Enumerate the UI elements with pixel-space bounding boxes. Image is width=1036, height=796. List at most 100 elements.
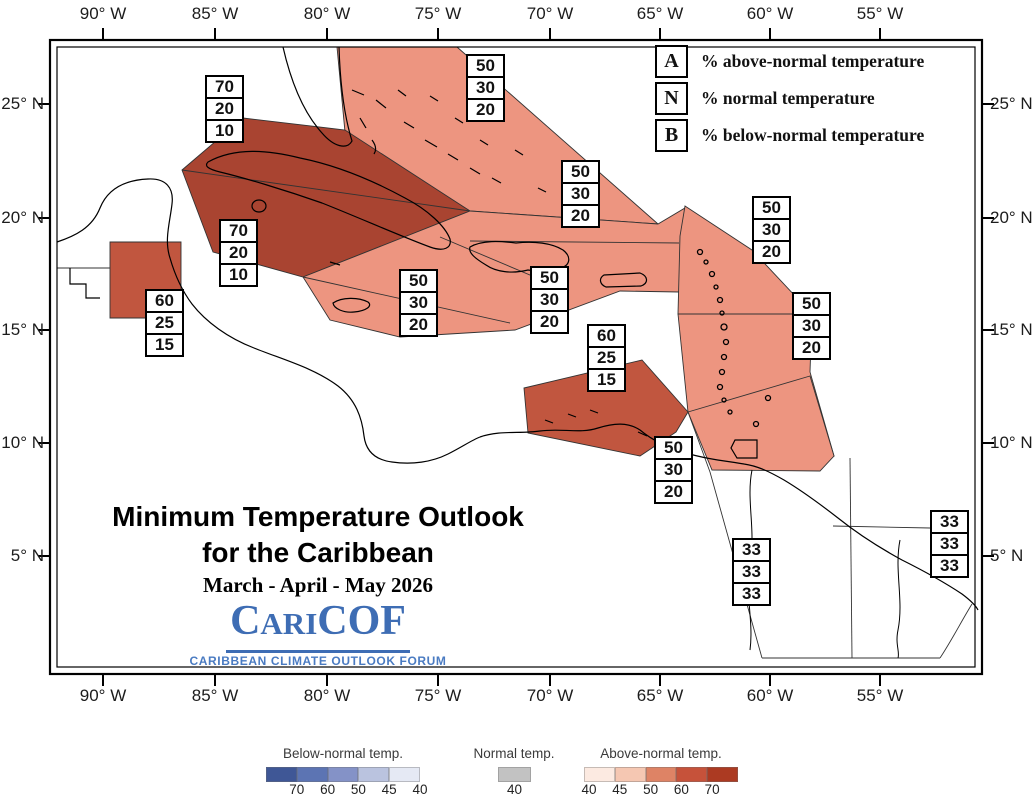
legend-row: B % below-normal temperature xyxy=(655,119,924,152)
colorbar-value: 50 xyxy=(643,782,659,796)
logo-part: COF xyxy=(317,598,406,644)
prob-box-bahamas: 50 30 20 xyxy=(466,54,505,122)
prob-value: 60 xyxy=(145,289,184,313)
map-title-line2: for the Caribbean xyxy=(202,537,434,568)
legend-label: % below-normal temperature xyxy=(701,125,925,145)
colorbar-group-label: Below-normal temp. xyxy=(282,746,404,761)
prob-value: 20 xyxy=(792,336,831,360)
lon-label-top: 80° W xyxy=(303,4,351,23)
lat-label-right: 25° N xyxy=(990,94,1033,113)
map-title-line1: Minimum Temperature Outlook xyxy=(112,501,524,532)
colorbar-cell xyxy=(389,767,420,782)
prob-box-eastern-cuba: 70 20 10 xyxy=(219,219,258,287)
lat-label-left: 10° N xyxy=(1,433,44,452)
coastline-cuba xyxy=(205,150,451,250)
anb-legend: A % above-normal temperature N % normal tem… xyxy=(655,45,924,156)
prob-value: 30 xyxy=(466,76,505,100)
prob-value: 50 xyxy=(752,196,791,220)
lon-label-bottom: 85° W xyxy=(191,686,239,705)
colorbar-value: 70 xyxy=(704,782,720,796)
map-frame-outer xyxy=(48,38,984,676)
prob-box-trinidad-tobago: 50 30 20 xyxy=(654,436,693,504)
prob-value: 15 xyxy=(587,368,626,392)
lon-label-bottom: 75° W xyxy=(414,686,462,705)
lat-label-right: 10° N xyxy=(990,433,1033,452)
colorbar-cell xyxy=(498,767,531,782)
legend-label: % above-normal temperature xyxy=(701,51,925,71)
prob-value: 15 xyxy=(145,333,184,357)
colorbar-cell xyxy=(327,767,359,782)
coastline-central-america xyxy=(56,178,481,464)
prob-box-jamaica: 50 30 20 xyxy=(399,269,438,337)
prob-value: 10 xyxy=(219,263,258,287)
prob-value: 33 xyxy=(930,554,969,578)
prob-value: 33 xyxy=(732,582,771,606)
prob-value: 30 xyxy=(792,314,831,338)
prob-box-abc-islands: 60 25 15 xyxy=(587,324,626,392)
legend-key-N: N xyxy=(655,82,688,115)
prob-box-leeward-islands: 50 30 20 xyxy=(752,196,791,264)
prob-value: 20 xyxy=(399,313,438,337)
lat-label-left: 20° N xyxy=(1,208,44,227)
prob-value: 50 xyxy=(530,266,569,290)
colorbar-cell xyxy=(645,767,677,782)
colorbar-group-label: Above-normal temp. xyxy=(600,746,722,761)
coastline-florida xyxy=(282,46,353,147)
colorbar-value: 60 xyxy=(320,782,336,796)
lon-label-bottom: 90° W xyxy=(79,686,127,705)
prob-value: 20 xyxy=(205,97,244,121)
prob-value: 20 xyxy=(219,241,258,265)
coastline-isle-of-youth xyxy=(251,199,267,213)
colorbar-cell xyxy=(614,767,646,782)
prob-value: 20 xyxy=(561,204,600,228)
prob-value: 70 xyxy=(205,75,244,99)
colorbar-cell xyxy=(358,767,390,782)
outlook-regions xyxy=(109,46,835,472)
coastline-abc-islets xyxy=(544,409,648,437)
lat-label-left: 25° N xyxy=(1,94,44,113)
lesser-antilles-dots xyxy=(696,248,772,428)
prob-value: 25 xyxy=(587,346,626,370)
logo-part: ARI xyxy=(260,606,318,641)
title-block: Minimum Temperature Outlook for the Cari… xyxy=(78,499,558,668)
lon-label-bottom: 60° W xyxy=(746,686,794,705)
prob-value: 30 xyxy=(752,218,791,242)
colorbar-cell xyxy=(676,767,708,782)
lon-label-top: 90° W xyxy=(79,4,127,23)
prob-value: 70 xyxy=(219,219,258,243)
colorbar-value: 60 xyxy=(673,782,689,796)
prob-value: 50 xyxy=(561,160,600,184)
prob-value: 30 xyxy=(561,182,600,206)
colorbar-cell xyxy=(707,767,738,782)
logo-part: C xyxy=(230,598,261,644)
map-subtitle: March - April - May 2026 xyxy=(203,573,433,597)
prob-value: 25 xyxy=(145,311,184,335)
prob-value: 50 xyxy=(654,436,693,460)
prob-value: 60 xyxy=(587,324,626,348)
prob-box-guyana: 33 33 33 xyxy=(732,538,771,606)
prob-value: 10 xyxy=(205,119,244,143)
prob-value: 20 xyxy=(752,240,791,264)
prob-value: 20 xyxy=(654,480,693,504)
colorbar-cell xyxy=(584,767,615,782)
colorbar-value: 45 xyxy=(612,782,628,796)
border-guatemala xyxy=(69,268,100,299)
caricof-logo: CARICOF xyxy=(226,598,410,653)
lat-label-left: 15° N xyxy=(1,320,44,339)
coastline-puerto-rico xyxy=(599,272,648,288)
colorbar-value: 50 xyxy=(350,782,366,796)
lon-label-top: 70° W xyxy=(526,4,574,23)
coastline-trinidad xyxy=(730,439,758,459)
colorbar-value: 40 xyxy=(412,782,428,796)
lat-label-right: 5° N xyxy=(990,546,1024,565)
prob-value: 20 xyxy=(466,98,505,122)
lon-label-top: 60° W xyxy=(746,4,794,23)
colorbar-value: 40 xyxy=(506,782,523,796)
lat-label-left: 5° N xyxy=(10,546,44,565)
region-trinidad xyxy=(687,375,835,472)
prob-value: 33 xyxy=(930,532,969,556)
lat-label-right: 15° N xyxy=(990,320,1033,339)
lon-label-bottom: 65° W xyxy=(636,686,684,705)
prob-value: 30 xyxy=(399,291,438,315)
prob-box-french-guiana: 33 33 33 xyxy=(930,510,969,578)
